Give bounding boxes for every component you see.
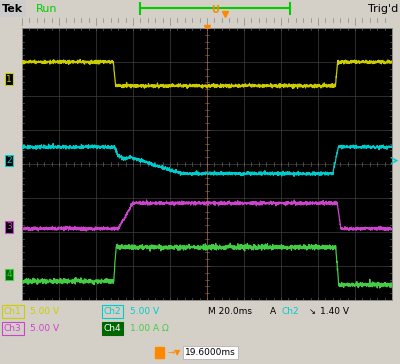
Text: T: T [156,348,162,357]
Text: Ch4: Ch4 [104,324,122,333]
Text: 5.00 V: 5.00 V [130,307,159,316]
Text: 5.00 V: 5.00 V [30,307,59,316]
Text: →▼: →▼ [168,348,182,357]
Text: M 20.0ms: M 20.0ms [208,307,252,316]
Text: 19.6000ms: 19.6000ms [185,348,236,357]
Text: ↘: ↘ [309,307,316,316]
Text: 4: 4 [6,270,12,279]
Text: 1.40 V: 1.40 V [320,307,349,316]
Text: Trig'd: Trig'd [368,4,398,14]
Text: Ch2: Ch2 [104,307,122,316]
Text: 5.00 V: 5.00 V [30,324,59,333]
Text: Ch2: Ch2 [282,307,300,316]
Text: A: A [270,307,276,316]
Text: Run: Run [36,4,58,14]
Text: Ch3: Ch3 [4,324,22,333]
Text: U: U [211,5,219,15]
Text: 1.00 A Ω: 1.00 A Ω [130,324,169,333]
Text: Tek: Tek [2,4,23,14]
Text: Ch1: Ch1 [4,307,22,316]
Text: 3: 3 [6,222,12,232]
Text: 1: 1 [6,75,12,83]
Text: 2: 2 [6,156,12,165]
